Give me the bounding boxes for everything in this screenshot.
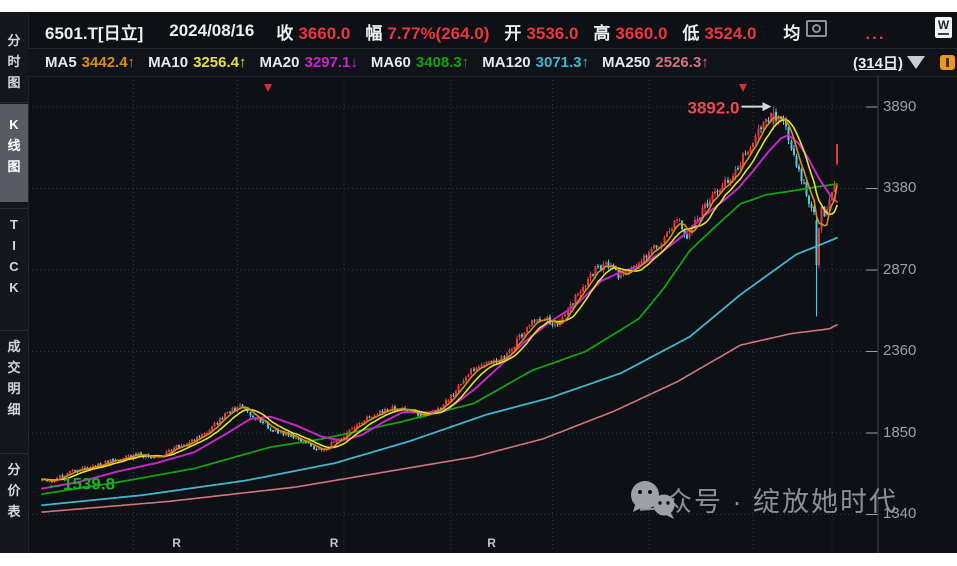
alert-icon[interactable] [940, 55, 955, 70]
y-axis-tick-label: 2870 [883, 260, 917, 278]
chevron-down-icon [907, 56, 925, 69]
ma-value-MA120: MA120 3071.3↑ [482, 54, 590, 71]
quote-field-幅: 幅 7.77%(264.0) [365, 23, 490, 43]
ma-items: MA5 3442.4↑ MA10 3256.4↑ MA20 3297.1↓ MA60 3408… [45, 54, 722, 71]
ma-value-MA250: MA250 2526.3↑ [602, 54, 709, 71]
word-window-icon[interactable]: W [935, 17, 952, 38]
y-axis-tick-label: 1850 [883, 423, 917, 441]
sidebar-divider [0, 453, 28, 454]
svg-text:R: R [330, 536, 339, 550]
ma-value-MA5: MA5 3442.4↑ [45, 54, 136, 71]
quote-fields: 收 3660.0 幅 7.77%(264.0) 开 3536.0 高 3660.0 低 3524.… [276, 19, 900, 44]
symbol-name: 6501.T[日立] [45, 23, 144, 43]
svg-text:R: R [172, 536, 181, 550]
svg-text:3892.0: 3892.0 [687, 99, 739, 118]
kline-chart[interactable]: 3892.0 ←1539.8 R R R 3890 3380 2870 2360 1850 134… [28, 76, 957, 553]
sidebar-divider [0, 102, 28, 103]
y-axis-tick-label: 2360 [883, 342, 917, 360]
watermark: 公众号 · 绽放她时代 [626, 480, 898, 519]
svg-text:←1539.8: ←1539.8 [46, 475, 115, 494]
period-selector[interactable]: (314日) [853, 49, 925, 76]
quote-field-高: 高 3660.0 [593, 23, 668, 43]
ma-value-MA20: MA20 3297.1↓ [259, 54, 358, 71]
y-axis-tick-label: 1340 [883, 505, 917, 523]
period-label: (314日) [852, 55, 903, 72]
quote-field-低: 低 3524.0 [682, 23, 757, 43]
y-axis-tick-label: 3890 [883, 98, 917, 115]
candlestick-plot[interactable]: 3892.0 ←1539.8 R R R [28, 76, 957, 553]
quote-header-bar: 6501.T[日立] 2024/08/16 收 3660.0 幅 7.77%(264.… [28, 16, 957, 46]
sidebar-divider [0, 330, 28, 331]
ma-value-MA10: MA10 3256.4↑ [148, 54, 247, 71]
watermark-text: 公众号 · 绽放她时代 [636, 487, 898, 517]
ma-indicator-bar: MA5 3442.4↑ MA10 3256.4↑ MA20 3297.1↓ MA60 3408… [28, 48, 957, 77]
sidebar-divider [0, 208, 28, 209]
sidebar-item-4[interactable]: 成交明细 [7, 339, 21, 417]
ma-value-MA60: MA60 3408.3↑ [370, 54, 470, 71]
y-axis-tick-label: 3380 [883, 179, 917, 197]
wechat-icon [631, 481, 675, 519]
quote-field-均: 均... [783, 23, 886, 43]
svg-text:R: R [487, 536, 496, 550]
quote-date: 2024/08/16 [169, 21, 255, 40]
camera-icon[interactable] [806, 20, 827, 37]
sidebar-item-5[interactable]: 分价表 [7, 462, 21, 519]
quote-field-收: 收 3660.0 [276, 23, 351, 43]
sidebar-item-1[interactable]: 分时图 [7, 33, 21, 90]
quote-field-开: 开 3536.0 [504, 23, 579, 43]
